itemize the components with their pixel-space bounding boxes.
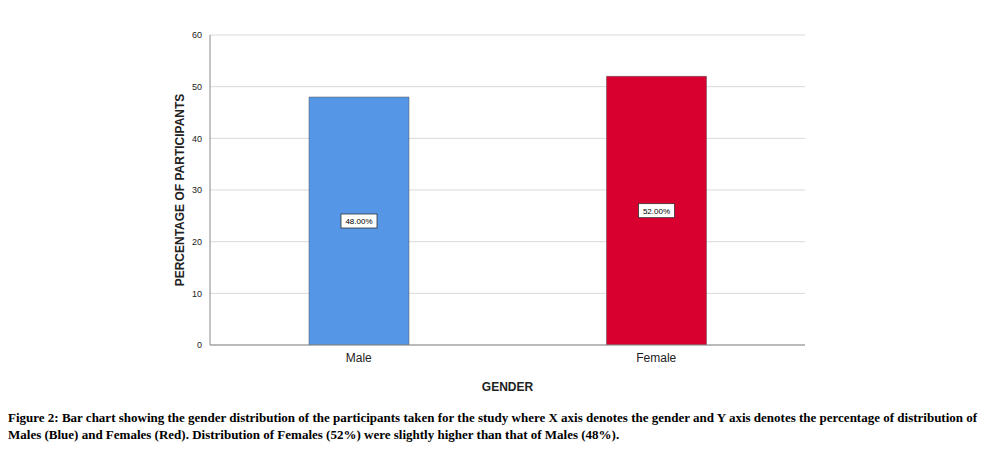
html-text:Figure 2: Bar chart showing th: Figure 2: Bar chart showing the gender d… bbox=[8, 410, 978, 442]
svg-text:40: 40 bbox=[192, 134, 202, 144]
svg-text:50: 50 bbox=[192, 82, 202, 92]
svg-text:20: 20 bbox=[192, 237, 202, 247]
svg-text:60: 60 bbox=[192, 30, 202, 40]
svg-text:10: 10 bbox=[192, 289, 202, 299]
svg-text:48.00%: 48.00% bbox=[345, 217, 372, 226]
svg-text:30: 30 bbox=[192, 185, 202, 195]
svg-text:52.00%: 52.00% bbox=[643, 207, 670, 216]
html-text:PERCENTAGE OF PARTICIPANTS: PERCENTAGE OF PARTICIPANTS bbox=[173, 93, 187, 287]
svg-text:0: 0 bbox=[197, 340, 202, 350]
svg-text:GENDER: GENDER bbox=[482, 380, 534, 394]
svg-text:Female: Female bbox=[636, 351, 676, 365]
svg-text:Male: Male bbox=[346, 351, 372, 365]
